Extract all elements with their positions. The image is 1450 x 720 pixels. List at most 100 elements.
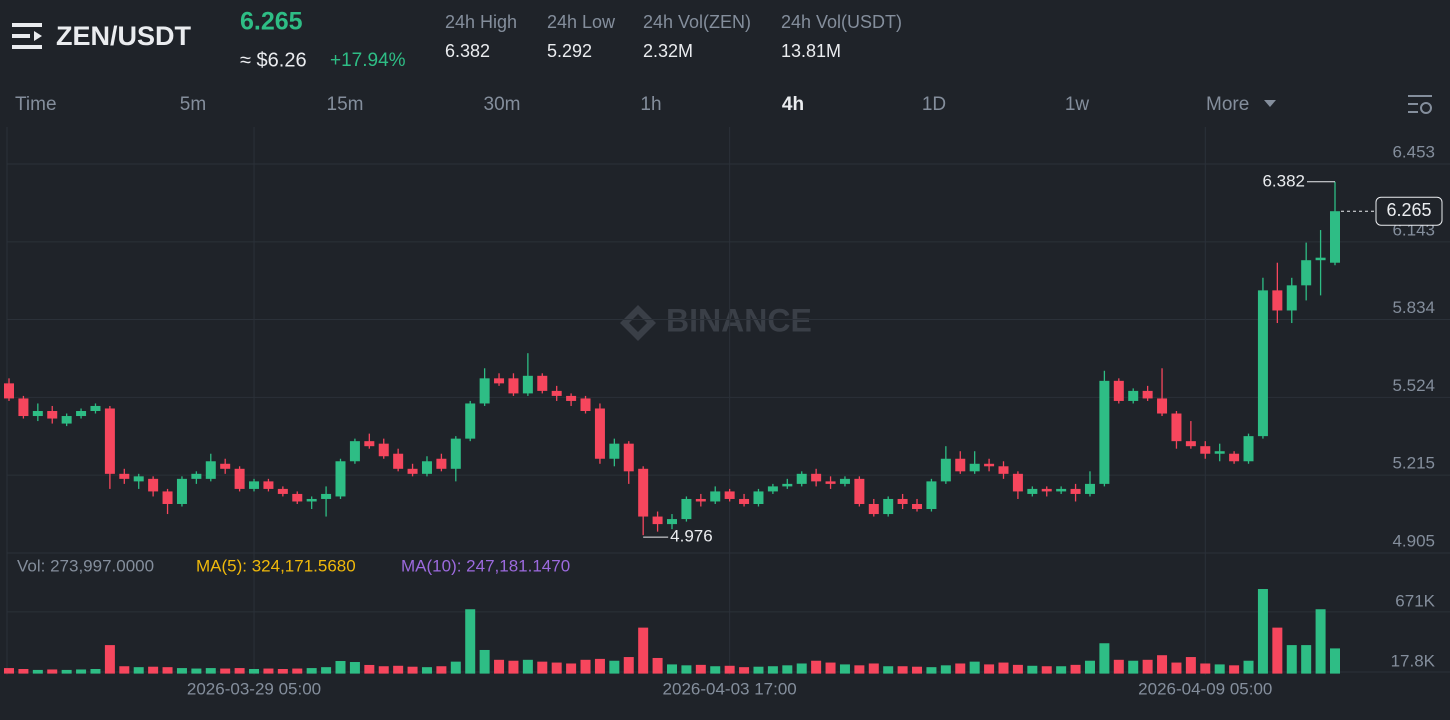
- candle-body: [623, 443, 634, 472]
- volume-bar: [1157, 655, 1168, 674]
- volume-legend: Vol: 273,997.0000: [17, 556, 154, 575]
- tab[interactable]: 1D: [922, 94, 946, 115]
- volume-bar: [638, 627, 649, 674]
- change: +17.94%: [330, 50, 406, 71]
- stat-label: 24h High: [445, 12, 517, 32]
- volume-bar: [1301, 645, 1312, 674]
- stat-label: 24h Low: [547, 12, 616, 32]
- volume-bar: [1027, 665, 1038, 674]
- volume-bar: [277, 669, 288, 674]
- usd-price: ≈ $6.26: [240, 49, 307, 71]
- volume-bar: [1330, 648, 1340, 674]
- stat-label: 24h Vol(ZEN): [643, 12, 751, 32]
- tab[interactable]: 5m: [180, 94, 206, 115]
- candle-body: [1214, 451, 1225, 454]
- volume-bar: [652, 657, 663, 674]
- last-price-box: [1375, 196, 1443, 226]
- candle-body: [767, 486, 778, 492]
- volume-bar: [897, 666, 908, 674]
- tab[interactable]: 15m: [327, 94, 364, 115]
- tab[interactable]: Time: [15, 94, 57, 115]
- stat-label: 24h Vol(USDT): [781, 12, 902, 32]
- watermark: BINANCE: [620, 302, 812, 341]
- volume-bar: [926, 667, 937, 674]
- volume-bar: [1128, 660, 1139, 674]
- volume-bar: [148, 666, 159, 674]
- candle-body: [205, 461, 216, 479]
- volume-bar: [1113, 659, 1124, 674]
- volume-bar: [263, 668, 274, 674]
- y-tick-label: 5.834: [1392, 298, 1435, 317]
- y-tick-label: 5.524: [1392, 376, 1435, 395]
- candle-body: [1027, 488, 1038, 494]
- candle-body: [796, 473, 807, 484]
- volume-bar: [1257, 589, 1268, 674]
- candle-body: [1142, 390, 1153, 399]
- candle-body: [998, 466, 1009, 474]
- candle-body: [148, 478, 159, 492]
- candle-body: [782, 483, 793, 487]
- candle-body: [450, 438, 461, 469]
- tab[interactable]: 1h: [640, 94, 661, 115]
- volume-bar: [393, 665, 404, 674]
- candle-body: [465, 403, 476, 439]
- volume-bar: [695, 664, 706, 674]
- candle-body: [753, 491, 764, 504]
- volume-bar: [1012, 664, 1023, 674]
- candle-body: [1257, 290, 1268, 437]
- candle-body: [18, 398, 29, 417]
- plot: 4.9055.2155.5245.8346.1436.45317.8K671K2…: [4, 127, 1450, 698]
- stat-value: 13.81M: [781, 41, 841, 61]
- volume-bar: [940, 665, 951, 674]
- candle-body: [349, 441, 360, 462]
- candle-body: [249, 481, 260, 489]
- candle-body: [378, 443, 389, 457]
- pair[interactable]: ZEN/USDT: [56, 21, 192, 51]
- candle-body: [594, 408, 605, 459]
- candle-body: [710, 491, 721, 502]
- watermark-logo: [620, 305, 656, 341]
- volume-bar: [1229, 665, 1240, 674]
- volume-bar: [119, 666, 130, 674]
- tab[interactable]: 4h: [782, 94, 804, 115]
- volume-bar: [335, 661, 346, 674]
- volume-bar: [667, 664, 677, 674]
- volume-bar: [609, 660, 620, 674]
- candle-body: [1330, 211, 1340, 263]
- tab[interactable]: More: [1206, 94, 1249, 115]
- tab[interactable]: 1w: [1065, 94, 1090, 115]
- settings-icon[interactable]: [1408, 95, 1432, 114]
- menu-icon[interactable]: [12, 23, 42, 49]
- volume-bar: [465, 609, 476, 674]
- volume-legend: MA(5): 324,171.5680: [196, 556, 356, 575]
- tab[interactable]: 30m: [484, 94, 521, 115]
- candle-body: [76, 411, 87, 417]
- volume-bar: [839, 664, 850, 674]
- last-price-label: 6.265: [1386, 200, 1431, 220]
- candle-body: [4, 383, 14, 399]
- candle-body: [32, 411, 43, 417]
- candle-body: [162, 491, 173, 504]
- candle-body: [234, 468, 245, 489]
- volume-bar: [868, 663, 879, 674]
- candle-body: [825, 481, 836, 484]
- volume-bar: [421, 667, 432, 674]
- volume-bar: [522, 659, 533, 674]
- candle-body: [1070, 488, 1081, 494]
- x-tick-label: 2026-03-29 05:00: [187, 679, 321, 698]
- volume-bar: [580, 659, 591, 674]
- candle-body: [854, 478, 865, 504]
- candle-body: [436, 458, 447, 469]
- candle-body: [321, 493, 332, 499]
- volume-bar: [76, 669, 87, 674]
- candle-body: [537, 375, 548, 391]
- watermark-text: BINANCE: [666, 302, 812, 338]
- candle-body: [292, 493, 303, 502]
- candle-body: [119, 473, 130, 479]
- candle-body: [1315, 257, 1326, 261]
- candle-body: [1128, 390, 1139, 401]
- candle-body: [421, 461, 432, 474]
- volume-bar: [450, 661, 461, 674]
- candle-body: [984, 463, 995, 467]
